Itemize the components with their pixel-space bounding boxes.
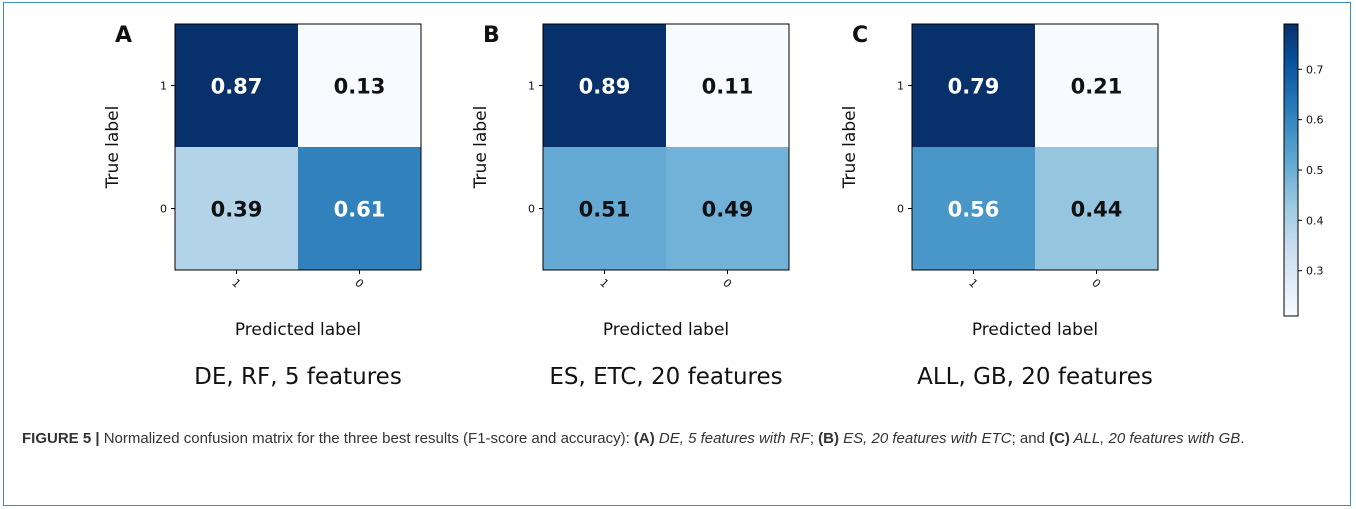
x-tick-label: 0	[1089, 276, 1103, 290]
matrix-cell	[543, 147, 666, 270]
caption-intro: Normalized confusion matrix for the thre…	[99, 430, 634, 447]
y-tick-label: 1	[897, 80, 904, 93]
x-tick-label: 1	[597, 276, 611, 290]
cell-value-label: 0.87	[211, 75, 263, 99]
caption-b-text: ES, 20 features with ETC	[838, 430, 1012, 447]
caption-c-label: (C)	[1049, 430, 1070, 447]
cell-value-label: 0.89	[579, 75, 631, 99]
figure-caption: FIGURE 5 | Normalized confusion matrix f…	[22, 426, 1322, 452]
matrix-cell	[912, 147, 1035, 270]
x-tick-label: 0	[720, 276, 734, 290]
x-tick-label: 1	[966, 276, 980, 290]
panel-letter: A	[115, 23, 132, 48]
cell-value-label: 0.39	[211, 198, 263, 222]
colorbar-tick-label: 0.4	[1306, 214, 1324, 227]
y-tick-label: 1	[160, 80, 167, 93]
matrix-cell	[543, 24, 666, 147]
caption-figure-label: FIGURE 5 |	[22, 430, 100, 447]
caption-b-label: (B)	[818, 430, 839, 447]
colorbar-tick-label: 0.5	[1306, 164, 1324, 177]
panel-c: 0.79 0.21 0.56 0.44 1 0 1 0 True label Predicted …	[840, 23, 1159, 390]
x-axis-label: Predicted label	[972, 320, 1098, 340]
colorbar	[1283, 23, 1299, 317]
colorbar-tick-label: 0.6	[1306, 114, 1324, 127]
y-tick-label: 0	[160, 203, 167, 216]
panel-title: ES, ETC, 20 features	[549, 364, 782, 390]
matrix-cell	[298, 147, 421, 270]
cell-value-label: 0.21	[1071, 75, 1123, 99]
plot-frame	[542, 23, 790, 271]
caption-a-text: DE, 5 features with RF	[654, 430, 810, 447]
matrix-cell	[175, 147, 298, 270]
y-axis-label: True label	[840, 106, 860, 190]
cell-value-label: 0.79	[948, 75, 1000, 99]
y-axis-label: True label	[471, 106, 491, 190]
y-axis-label: True label	[103, 106, 123, 190]
cell-value-label: 0.44	[1071, 198, 1123, 222]
matrix-cell	[666, 147, 789, 270]
cell-value-label: 0.11	[702, 75, 754, 99]
x-axis-label: Predicted label	[603, 320, 729, 340]
matrix-cell	[1035, 147, 1158, 270]
cell-value-label: 0.51	[579, 198, 631, 222]
panel-b: 0.89 0.11 0.51 0.49 1 0 1 0 True label Predicted …	[471, 23, 790, 390]
cell-value-label: 0.49	[702, 198, 754, 222]
caption-c-text: ALL, 20 features with GB	[1069, 430, 1241, 447]
caption-end: .	[1240, 430, 1245, 447]
matrix-cell	[298, 24, 421, 147]
x-tick-label: 0	[352, 276, 366, 290]
panel-a: 0.87 0.13 0.39 0.61 1 0 1 0 True label Predicted …	[103, 23, 422, 390]
cell-value-label: 0.13	[334, 75, 386, 99]
caption-separator: ; and	[1011, 430, 1050, 447]
x-tick-label: 1	[229, 276, 243, 290]
panel-letter: C	[852, 23, 868, 48]
matrix-cell	[912, 24, 1035, 147]
plot-frame	[911, 23, 1159, 271]
cell-value-label: 0.56	[948, 198, 1000, 222]
colorbar-tick-label: 0.7	[1306, 63, 1324, 76]
y-tick-label: 0	[528, 203, 535, 216]
panel-title: ALL, GB, 20 features	[917, 364, 1153, 390]
matrix-cell	[666, 24, 789, 147]
y-tick-label: 0	[897, 203, 904, 216]
y-tick-label: 1	[528, 80, 535, 93]
matrix-cell	[175, 24, 298, 147]
colorbar-tick-label: 0.3	[1306, 265, 1324, 278]
plot-frame	[174, 23, 422, 271]
cell-value-label: 0.61	[334, 198, 386, 222]
panel-letter: B	[483, 23, 500, 48]
caption-a-label: (A)	[633, 430, 655, 447]
caption-separator: ;	[809, 430, 819, 447]
matrix-cell	[1035, 24, 1158, 147]
x-axis-label: Predicted label	[235, 320, 361, 340]
panel-title: DE, RF, 5 features	[194, 364, 402, 390]
